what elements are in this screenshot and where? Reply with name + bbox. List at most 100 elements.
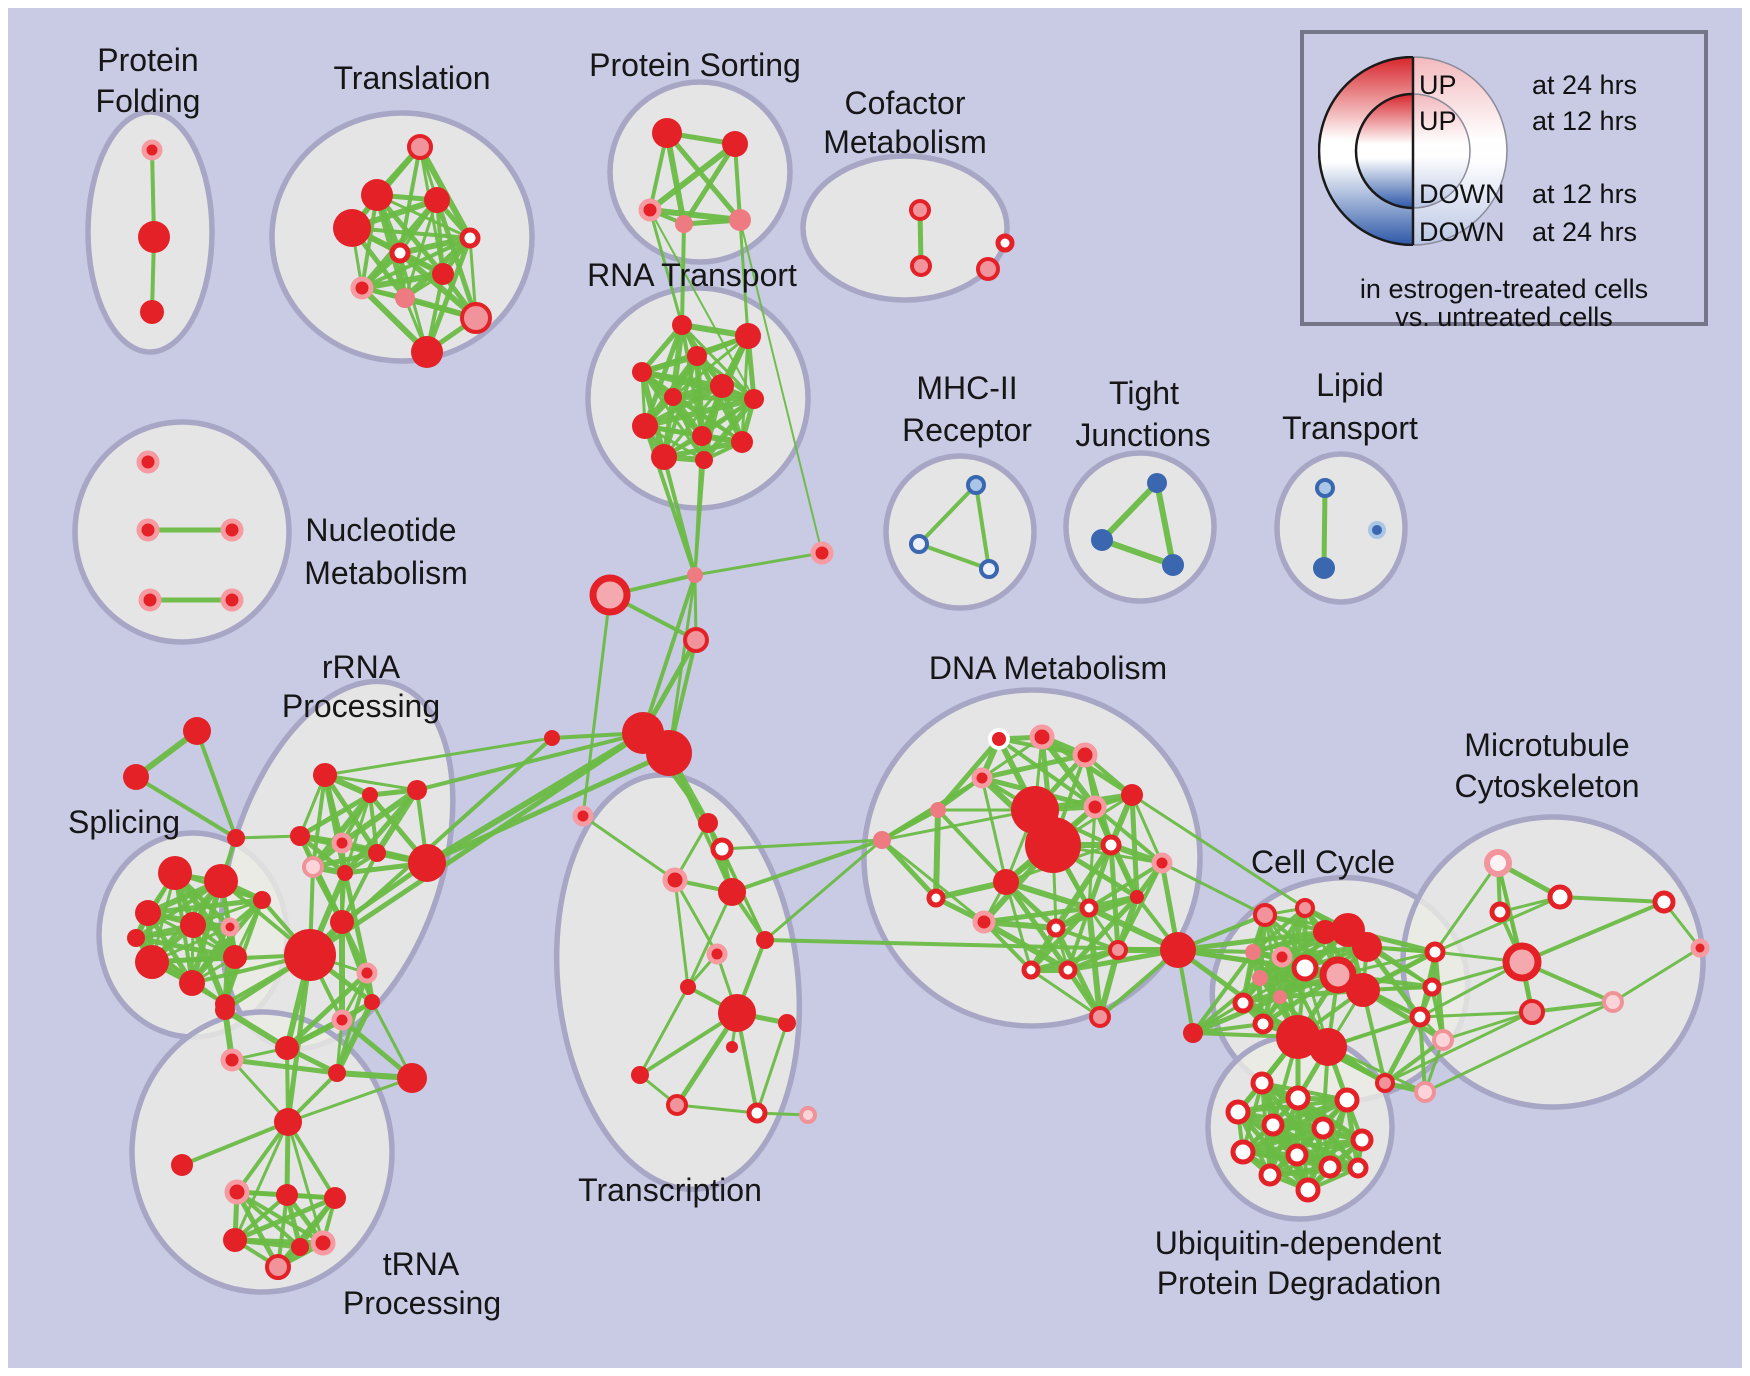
network-node xyxy=(330,910,354,934)
network-edge xyxy=(639,322,685,375)
network-edge xyxy=(1423,1000,1615,1094)
network-edge xyxy=(664,130,687,227)
network-edge xyxy=(1087,861,1164,910)
network-node xyxy=(666,1094,688,1116)
network-node xyxy=(1315,478,1335,498)
network-node xyxy=(909,199,931,221)
network-node xyxy=(589,574,631,616)
network-node xyxy=(1652,890,1676,914)
network-edge xyxy=(670,394,757,402)
network-node xyxy=(361,179,393,211)
cluster-label-lipid-transport: Lipid xyxy=(1316,367,1384,403)
network-node xyxy=(735,323,761,349)
network-node xyxy=(731,431,753,453)
network-node xyxy=(1162,554,1184,576)
network-edge xyxy=(980,776,1008,884)
network-node xyxy=(1276,1015,1320,1059)
network-node xyxy=(291,1238,309,1256)
network-node xyxy=(718,878,746,906)
network-node xyxy=(638,198,662,222)
network-node xyxy=(328,1064,346,1082)
network-node xyxy=(1368,521,1386,539)
network-node xyxy=(1025,817,1081,873)
network-edge xyxy=(880,838,986,924)
network-node xyxy=(1232,992,1254,1014)
network-node xyxy=(971,767,993,789)
network-node xyxy=(459,227,481,249)
cluster-labels: Protein Folding Translation Protein Sorting… xyxy=(68,42,1640,1321)
network-node xyxy=(1072,742,1098,768)
network-edge xyxy=(1441,1010,1534,1042)
legend-state-up-24: UP xyxy=(1419,70,1457,100)
network-edge xyxy=(661,439,745,460)
network-node xyxy=(756,931,774,949)
network-node xyxy=(408,844,446,882)
network-edge xyxy=(323,736,554,777)
network-edge xyxy=(581,593,612,818)
cluster-label-nucleotide-metabolism: Metabolism xyxy=(304,555,468,591)
network-node xyxy=(333,209,371,247)
legend-donut-outline xyxy=(1412,56,1508,246)
network-edge xyxy=(638,985,690,1077)
network-node xyxy=(1375,1073,1395,1093)
network-node xyxy=(1252,1013,1274,1035)
legend-time-up-24: at 24 hrs xyxy=(1532,70,1638,100)
network-node xyxy=(1422,977,1442,997)
network-node xyxy=(1502,942,1542,982)
network-node xyxy=(1100,834,1122,856)
network-node xyxy=(1424,941,1446,963)
network-node xyxy=(204,864,238,898)
cluster-label-cofactor-metabolism: Cofactor xyxy=(845,85,966,121)
network-edge xyxy=(720,838,884,851)
network-edge xyxy=(1418,1010,1534,1019)
network-edge xyxy=(1240,1125,1326,1155)
network-edge xyxy=(1558,895,1666,904)
network-node xyxy=(220,518,244,542)
network-node xyxy=(368,844,386,862)
network-node xyxy=(1489,901,1511,923)
network-node xyxy=(726,1041,738,1053)
network-edge xyxy=(667,573,697,755)
network-node xyxy=(138,588,162,612)
legend-time-down-24: at 24 hrs xyxy=(1532,217,1638,247)
network-edge xyxy=(642,396,757,429)
cluster-label-cell-cycle: Cell Cycle xyxy=(1251,844,1395,880)
network-node xyxy=(253,891,271,909)
network-node xyxy=(284,929,336,981)
network-edge xyxy=(145,897,265,916)
network-node xyxy=(1432,1029,1454,1051)
network-node xyxy=(183,717,211,745)
network-edge xyxy=(880,808,1037,842)
network-node xyxy=(664,388,682,406)
network-node xyxy=(1183,1023,1203,1043)
network-node xyxy=(362,787,378,803)
network-edge xyxy=(1099,537,1176,568)
network-edge xyxy=(340,851,379,924)
network-node xyxy=(1313,920,1337,944)
network-edge xyxy=(974,483,991,571)
network-edge xyxy=(415,731,645,792)
cluster-label-rrna-processing: Processing xyxy=(282,688,440,724)
network-node xyxy=(274,1108,302,1136)
network-node xyxy=(411,336,443,368)
network-node xyxy=(135,900,161,926)
network-node xyxy=(1089,1006,1111,1028)
network-edge xyxy=(671,395,744,444)
network-edge xyxy=(424,750,672,866)
network-node xyxy=(966,475,986,495)
network-edge xyxy=(1267,1165,1361,1178)
network-edge xyxy=(286,1120,325,1245)
network-node xyxy=(364,994,380,1010)
network-node xyxy=(171,1154,193,1176)
cluster-label-translation: Translation xyxy=(333,60,490,96)
network-edge xyxy=(639,369,757,402)
network-edge xyxy=(673,878,690,989)
network-edge xyxy=(189,878,224,986)
network-node xyxy=(1285,1143,1309,1167)
network-edge xyxy=(359,271,446,291)
legend-state-up-12: UP xyxy=(1419,106,1457,136)
network-node xyxy=(1318,1155,1342,1179)
network-edge xyxy=(286,1076,414,1124)
network-edge xyxy=(1093,805,1164,865)
network-node xyxy=(356,962,378,984)
